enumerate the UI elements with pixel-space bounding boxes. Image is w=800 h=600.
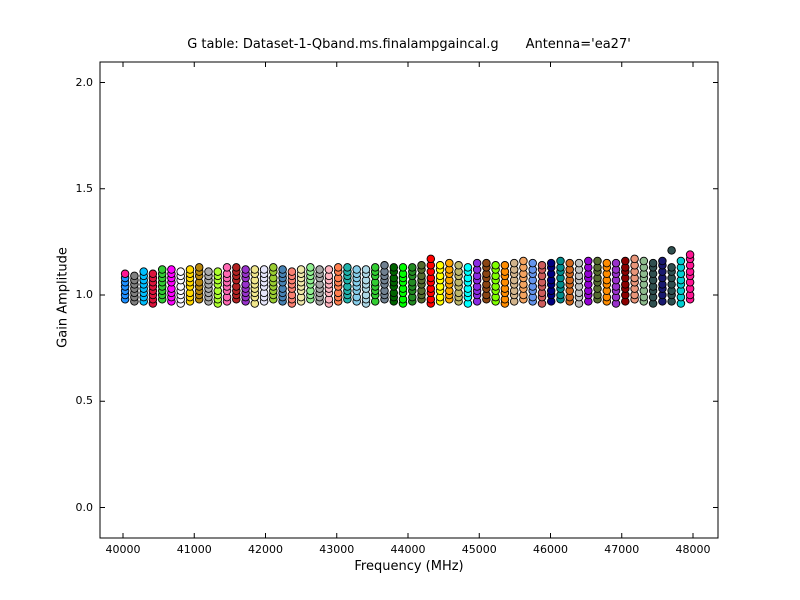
data-point <box>658 256 667 266</box>
data-point <box>584 256 593 266</box>
data-point <box>639 256 649 266</box>
data-point <box>389 263 399 272</box>
chart-title-table: G table: Dataset-1-Qband.ms.finalampgain… <box>187 37 499 52</box>
data-point <box>167 265 176 274</box>
data-point <box>278 265 287 274</box>
data-point <box>333 263 343 272</box>
data-point <box>556 256 565 266</box>
x-tick-label: 41000 <box>176 543 212 556</box>
data-point <box>213 267 223 276</box>
data-point <box>602 258 612 268</box>
data-point <box>417 261 426 270</box>
data-point <box>361 265 371 274</box>
plot-border <box>99 61 719 539</box>
data-point <box>370 263 380 272</box>
data-point <box>343 263 352 272</box>
data-point <box>472 258 482 268</box>
data-point <box>315 265 324 274</box>
data-point <box>454 261 463 270</box>
x-tick-label: 43000 <box>319 543 355 556</box>
x-tick-label: 47000 <box>604 543 640 556</box>
data-point <box>482 258 491 268</box>
y-tick-label: 0.0 <box>75 500 94 514</box>
data-point <box>667 263 676 272</box>
data-point <box>269 263 278 272</box>
data-point <box>250 265 260 274</box>
data-point <box>565 258 574 268</box>
data-point <box>259 265 269 274</box>
y-tick-label: 1.5 <box>75 181 94 195</box>
data-point <box>528 258 537 268</box>
data-point <box>306 263 315 272</box>
data-point <box>667 246 676 255</box>
data-point <box>287 267 297 276</box>
data-point <box>676 256 686 266</box>
x-axis-title: Frequency (MHz) <box>354 559 464 574</box>
x-tick-label: 46000 <box>533 543 568 556</box>
data-point <box>408 263 417 272</box>
data-point <box>537 261 547 270</box>
data-point <box>491 261 500 270</box>
data-point <box>185 265 195 274</box>
data-point <box>120 269 130 279</box>
x-tick-label: 44000 <box>390 543 426 556</box>
data-point <box>324 265 334 274</box>
data-point <box>380 261 389 270</box>
data-point <box>435 261 445 270</box>
data-point <box>574 258 584 268</box>
data-point <box>621 256 630 266</box>
data-point <box>648 258 658 268</box>
data-point <box>593 256 602 266</box>
data-point <box>509 258 519 268</box>
chart-title: G table: Dataset-1-Qband.ms.finalampgain… <box>100 37 718 52</box>
data-point <box>194 263 204 272</box>
chart-title-antenna: Antenna='ea27' <box>525 37 631 52</box>
data-point <box>176 267 185 276</box>
data-point <box>398 263 408 272</box>
data-point <box>546 258 556 268</box>
data-point <box>519 256 528 266</box>
data-point <box>157 265 167 274</box>
scatter-points-layer <box>120 246 695 308</box>
data-point <box>445 258 454 268</box>
data-point <box>352 265 361 274</box>
y-tick-label: 0.5 <box>75 394 94 408</box>
data-point <box>139 267 148 276</box>
x-tick-label: 48000 <box>675 543 711 556</box>
x-tick-label: 45000 <box>461 543 497 556</box>
data-point <box>426 254 436 264</box>
data-point <box>222 263 232 272</box>
data-point <box>130 271 139 281</box>
data-point <box>611 258 621 268</box>
data-point <box>463 263 473 272</box>
data-point <box>630 254 639 264</box>
data-point <box>232 263 241 272</box>
data-point <box>204 267 213 276</box>
x-tick-label: 40000 <box>105 543 141 556</box>
axis-ticks-layer <box>100 62 718 538</box>
data-point <box>685 250 695 259</box>
y-tick-label: 1.0 <box>75 288 94 301</box>
x-tick-label: 42000 <box>248 543 283 556</box>
data-point <box>500 261 510 270</box>
data-point <box>148 269 158 279</box>
data-point <box>296 265 306 274</box>
y-tick-label: 2.0 <box>75 75 94 89</box>
data-point <box>241 265 250 274</box>
